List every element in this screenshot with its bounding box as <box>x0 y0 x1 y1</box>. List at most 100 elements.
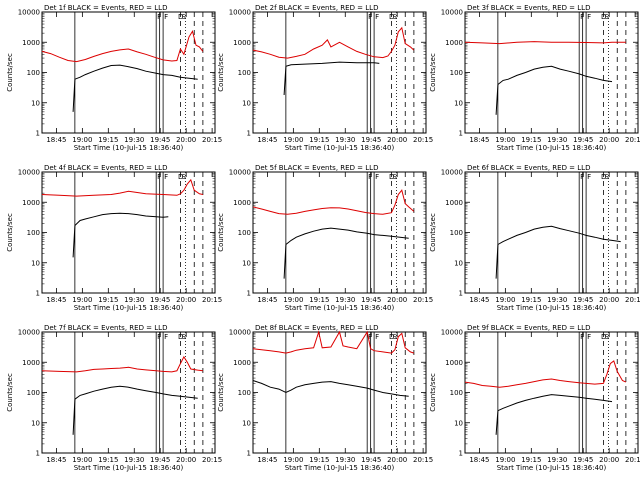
series-line-lld <box>464 41 626 45</box>
y-tick-label: 10 <box>454 419 463 427</box>
x-tick-label: 19:00 <box>283 136 303 144</box>
event-marker-label: S <box>392 173 397 181</box>
y-tick-label: 1 <box>459 130 463 138</box>
plot-frame <box>41 11 216 134</box>
x-axis-label: Start Time (10-Jul-15 18:36:40) <box>74 464 184 472</box>
x-tick-label: 19:30 <box>124 456 144 464</box>
y-tick-label: 10000 <box>18 169 40 177</box>
x-tick-label: 19:15 <box>521 136 541 144</box>
event-marker-label: F <box>368 13 372 21</box>
plot-frame <box>464 11 639 134</box>
y-tick-label: 10000 <box>18 9 40 17</box>
x-tick-label: 19:15 <box>98 136 118 144</box>
x-tick-label: 19:45 <box>150 456 170 464</box>
event-marker-label: F <box>587 333 591 341</box>
event-marker-label: F <box>587 13 591 21</box>
panel-title: Det 1f BLACK = Events, RED = LLD <box>44 4 167 12</box>
y-tick-label: 1000 <box>445 39 463 47</box>
x-tick-label: 19:15 <box>309 136 329 144</box>
y-tick-label: 100 <box>238 229 251 237</box>
x-tick-label: 19:30 <box>335 456 355 464</box>
x-axis-label: Start Time (10-Jul-15 18:36:40) <box>497 304 607 312</box>
event-marker-label: S <box>181 333 186 341</box>
event-marker-label: F <box>368 173 372 181</box>
y-tick-label: 100 <box>450 69 463 77</box>
x-tick-label: 20:00 <box>599 296 619 304</box>
event-marker-label: D <box>389 173 394 181</box>
panel-6: Det 6f BLACK = Events, RED = LLD 1 10 100 10… <box>429 164 640 312</box>
y-tick-label: 100 <box>27 69 40 77</box>
x-axis-label: Start Time (10-Jul-15 18:36:40) <box>497 144 607 152</box>
y-tick-label: 10000 <box>229 169 251 177</box>
x-tick-label: 19:45 <box>573 136 593 144</box>
x-tick-label: 19:15 <box>521 296 541 304</box>
y-tick-label: 10 <box>454 259 463 267</box>
panel-4: Det 4f BLACK = Events, RED = LLD 1 10 100 10… <box>6 164 222 312</box>
y-axis-label: Counts/sec <box>217 373 225 412</box>
event-marker-label: D <box>178 173 183 181</box>
y-tick-label: 10000 <box>441 9 463 17</box>
y-tick-label: 1000 <box>233 359 251 367</box>
panel-1: Det 1f BLACK = Events, RED = LLD 1 10 100 10… <box>6 4 222 152</box>
event-marker-label: F <box>580 13 584 21</box>
event-marker-label: F <box>157 173 161 181</box>
x-tick-label: 20:00 <box>599 136 619 144</box>
y-tick-label: 100 <box>450 229 463 237</box>
y-tick-label: 10 <box>31 99 40 107</box>
event-marker-label: F <box>580 333 584 341</box>
x-tick-label: 20:15 <box>202 136 222 144</box>
event-marker-label: S <box>604 173 609 181</box>
x-axis-label: Start Time (10-Jul-15 18:36:40) <box>285 304 395 312</box>
y-tick-label: 100 <box>27 389 40 397</box>
event-marker-label: F <box>375 333 379 341</box>
plot-frame <box>464 331 639 454</box>
y-tick-label: 10 <box>242 419 251 427</box>
x-tick-label: 19:00 <box>72 456 92 464</box>
x-tick-label: 19:00 <box>72 296 92 304</box>
event-marker-label: D <box>389 333 394 341</box>
x-tick-label: 19:15 <box>309 456 329 464</box>
series-line-events <box>283 61 380 96</box>
y-tick-label: 1000 <box>22 199 40 207</box>
y-tick-label: 1 <box>36 450 40 458</box>
y-tick-label: 1 <box>36 130 40 138</box>
y-tick-label: 10000 <box>441 329 463 337</box>
event-marker-label: F <box>368 333 372 341</box>
x-tick-label: 19:45 <box>361 296 381 304</box>
x-tick-label: 20:15 <box>413 136 433 144</box>
x-tick-label: 18:45 <box>46 456 66 464</box>
series-line-events <box>72 64 198 112</box>
series-line-events <box>495 225 621 279</box>
x-tick-label: 18:45 <box>469 136 489 144</box>
y-tick-label: 1000 <box>233 199 251 207</box>
x-axis-label: Start Time (10-Jul-15 18:36:40) <box>497 464 607 472</box>
x-tick-label: 18:45 <box>469 456 489 464</box>
plot-frame <box>252 171 427 294</box>
y-tick-label: 10000 <box>229 329 251 337</box>
event-marker-label: D <box>601 13 606 21</box>
event-marker-label: S <box>392 13 397 21</box>
x-tick-label: 18:45 <box>469 296 489 304</box>
x-tick-label: 20:15 <box>625 456 640 464</box>
y-axis-label: Counts/sec <box>6 213 14 252</box>
panel-title: Det 8f BLACK = Events, RED = LLD <box>255 324 378 332</box>
y-axis-label: Counts/sec <box>6 53 14 92</box>
x-tick-label: 19:30 <box>547 456 567 464</box>
x-tick-label: 20:15 <box>202 296 222 304</box>
event-marker-label: F <box>375 13 379 21</box>
series-line-lld <box>252 26 415 59</box>
y-tick-label: 100 <box>450 389 463 397</box>
panel-title: Det 7f BLACK = Events, RED = LLD <box>44 324 167 332</box>
series-line-lld <box>41 178 203 197</box>
y-tick-label: 100 <box>238 389 251 397</box>
series-line-lld <box>41 30 204 63</box>
series-line-events <box>72 212 169 258</box>
x-tick-label: 19:30 <box>124 296 144 304</box>
y-tick-label: 1000 <box>445 359 463 367</box>
event-marker-label: D <box>601 333 606 341</box>
x-tick-label: 20:00 <box>176 296 196 304</box>
x-tick-label: 20:15 <box>413 456 433 464</box>
panel-title: Det 4f BLACK = Events, RED = LLD <box>44 164 167 172</box>
y-tick-label: 1 <box>247 450 251 458</box>
x-tick-label: 19:15 <box>98 456 118 464</box>
